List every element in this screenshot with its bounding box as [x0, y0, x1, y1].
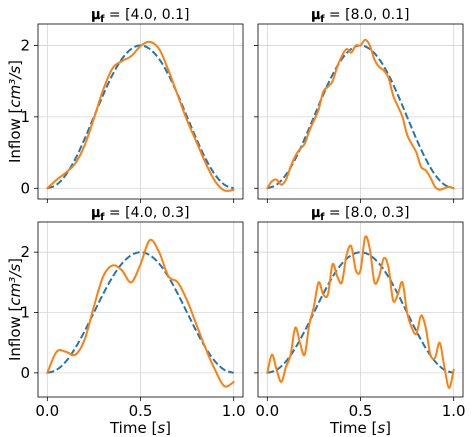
subplot-1: 0 1 2 𝛍f = [4.0, 0.1] Inflow [cm³/s]: [6, 7, 244, 203]
x-axis-label: Time [s]: [109, 419, 171, 437]
panel-title: 𝛍f = [4.0, 0.3]: [92, 205, 190, 223]
reference-inflow-line: [267, 251, 454, 374]
y-tick-label: 1: [20, 108, 30, 126]
y-tick-label: 2: [20, 243, 30, 261]
x-tick-label: 0.5: [129, 402, 153, 420]
panel-title: 𝛍f = [4.0, 0.1]: [92, 7, 190, 25]
x-tick-label: 0.5: [349, 402, 373, 420]
y-tick-label: 2: [20, 36, 30, 54]
subplot-4: 0.0 0.5 1.0 𝛍f = [8.0, 0.3] Time [s]: [254, 205, 466, 437]
x-tick-label: 1.0: [222, 402, 246, 420]
subplot-2: 𝛍f = [8.0, 0.1]: [254, 7, 464, 203]
y-axis-label: Inflow [cm³/s]: [6, 60, 24, 163]
predicted-inflow-line: [46, 40, 235, 192]
predicted-inflow-line: [266, 38, 455, 191]
y-tick-label: 1: [20, 304, 30, 322]
y-tick-label: 0: [20, 179, 30, 197]
subplot-3: 0.0 0.5 1.0 0 1 2 𝛍f = [4.0, 0.3] Inflow [cm³/s…: [6, 205, 246, 437]
axes-frame: [37, 221, 244, 398]
predicted-inflow-line: [266, 235, 455, 389]
x-axis-label: Time [s]: [329, 419, 391, 437]
predicted-inflow-line: [46, 238, 235, 388]
x-tick-label: 1.0: [442, 402, 466, 420]
axes-frame: [257, 23, 464, 200]
panel-title: 𝛍f = [8.0, 0.1]: [312, 7, 410, 25]
axes-frame: [257, 221, 464, 398]
axes-frame: [37, 23, 244, 200]
y-axis-label: Inflow [cm³/s]: [6, 258, 24, 361]
y-tick-label: 0: [20, 364, 30, 382]
panel-title: 𝛍f = [8.0, 0.3]: [312, 205, 410, 223]
x-tick-label: 0.0: [35, 402, 59, 420]
x-tick-label: 0.0: [255, 402, 279, 420]
